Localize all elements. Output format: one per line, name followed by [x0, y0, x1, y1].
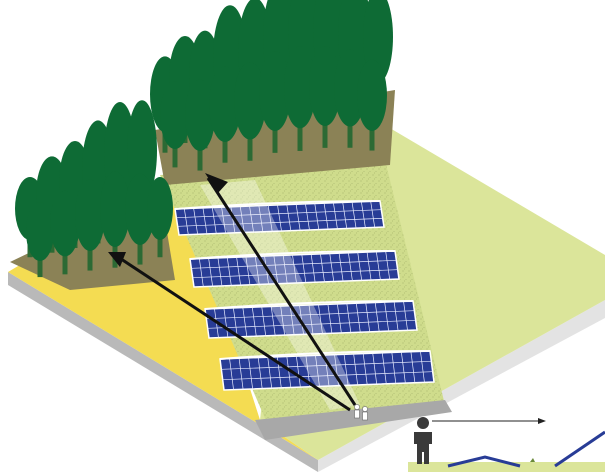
tree [125, 173, 155, 265]
inset-panel-right [554, 430, 605, 468]
tree [185, 79, 215, 171]
tree [147, 177, 173, 258]
inset-arrowhead [538, 418, 546, 424]
tree [209, 66, 241, 163]
inset-panel-row [447, 455, 521, 468]
solar-panel-rows [174, 200, 435, 391]
solar-panel-row [189, 250, 400, 288]
sight-lines [114, 177, 357, 412]
tree [357, 59, 387, 151]
arrow-to-back-forest [206, 177, 357, 406]
forest-back [150, 0, 393, 171]
tree [309, 46, 341, 148]
inset-scale-view [408, 417, 605, 472]
arrowhead-back [205, 173, 228, 193]
inset-small-plant-icon [530, 458, 535, 462]
tree [259, 51, 291, 153]
arrowhead-left [108, 252, 126, 267]
tree [160, 81, 190, 168]
tree [234, 62, 266, 161]
tree [75, 179, 105, 271]
observers [354, 404, 368, 421]
base-edge-front [318, 300, 605, 472]
front-path [255, 400, 452, 440]
forest-left [15, 100, 173, 278]
tree [26, 202, 54, 278]
arrow-to-left-forest [114, 253, 351, 412]
tree [50, 190, 80, 275]
person-icon [414, 417, 432, 464]
base-edge-left [8, 272, 318, 472]
tree [100, 171, 130, 268]
tree [284, 46, 316, 151]
